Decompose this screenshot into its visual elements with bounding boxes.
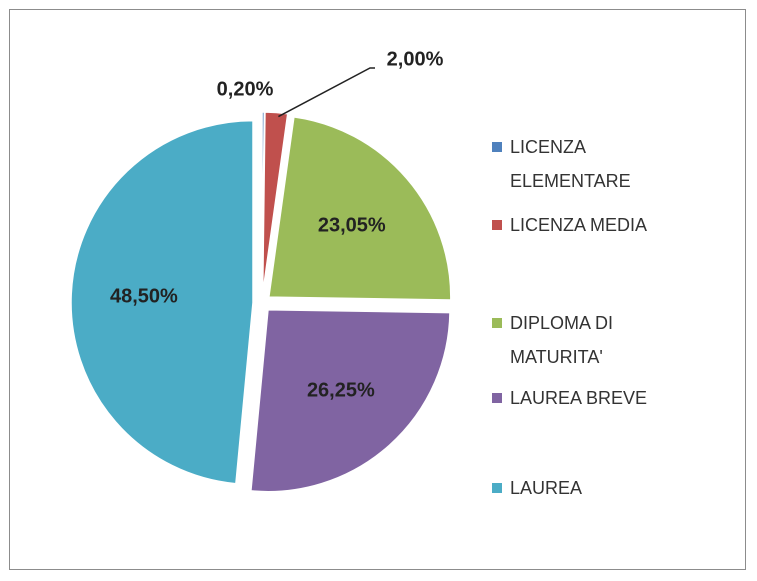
chart-frame [9,9,746,570]
legend-swatch [492,142,502,152]
legend-item: LICENZA MEDIA [492,208,702,242]
legend-item: LAUREA BREVE [492,381,702,415]
legend-swatch [492,318,502,328]
legend-swatch [492,393,502,403]
data-label: 23,05% [318,214,386,236]
legend-item: DIPLOMA DI MATURITA' [492,306,702,374]
legend-item: LICENZA ELEMENTARE [492,130,702,198]
pie-slice [250,308,451,493]
legend-label: DIPLOMA DI MATURITA' [510,313,614,367]
data-label: 0,20% [217,78,274,100]
legend-label: LAUREA [510,478,583,498]
legend-swatch [492,220,502,230]
legend-swatch [492,483,502,493]
pie-slice [70,119,254,485]
data-label: 2,00% [387,48,444,70]
pie-slice [267,116,452,301]
legend-label: LAUREA BREVE [510,388,648,408]
legend-label: LICENZA ELEMENTARE [510,137,631,191]
data-label: 48,50% [110,286,178,308]
legend-label: LICENZA MEDIA [510,215,648,235]
data-label: 26,25% [307,379,375,401]
pie-slice [261,111,289,295]
leader-line [278,67,375,118]
legend-item: LAUREA [492,471,702,505]
